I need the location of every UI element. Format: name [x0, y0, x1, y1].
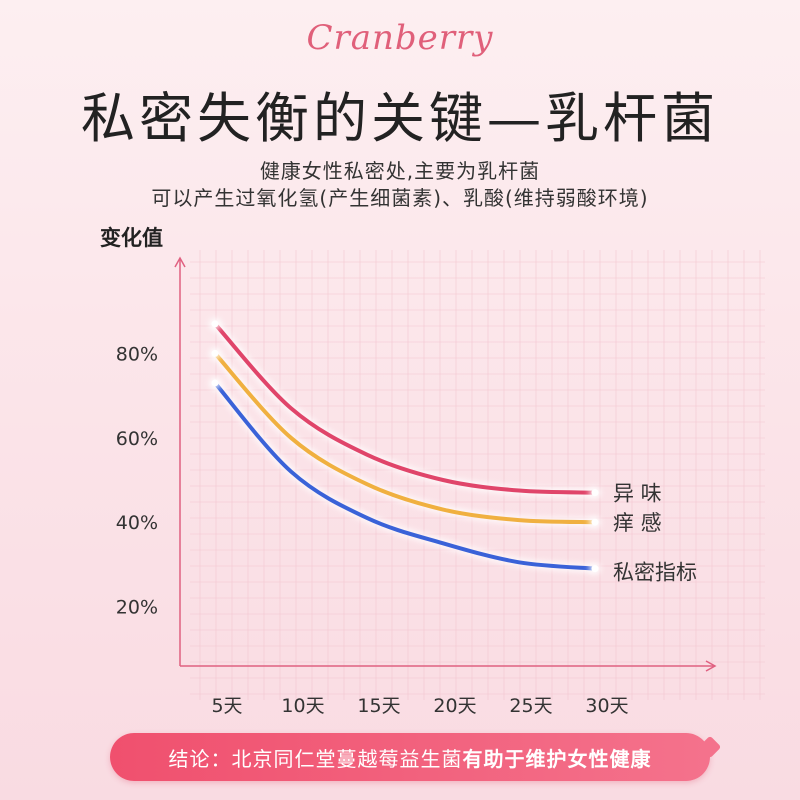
x-tick-label: 5天	[211, 695, 242, 717]
y-tick-label: 80%	[116, 343, 158, 365]
series-end-dot	[591, 518, 599, 526]
series-end-dot	[591, 565, 599, 573]
subtitle-line-2: 可以产生过氧化氢(产生细菌素)、乳酸(维持弱酸环境)	[151, 186, 649, 210]
y-axis-arrow	[174, 256, 186, 268]
page-title: 私密失衡的关键—乳杆菌	[81, 87, 719, 150]
series-end-dot	[211, 320, 219, 328]
x-tick-label: 10天	[281, 695, 324, 717]
x-tick-label: 25天	[509, 695, 552, 717]
y-tick-label: 60%	[116, 428, 158, 450]
series-label: 私密指标	[613, 561, 697, 585]
brand-logo: Cranberry	[306, 18, 494, 58]
conclusion-banner: 结论：北京同仁堂蔓越莓益生菌 有助于维护女性健康	[110, 733, 722, 781]
series-label: 异 味	[613, 482, 662, 506]
x-tick-label: 30天	[585, 695, 628, 717]
conclusion-prefix: 结论：北京同仁堂蔓越莓益生菌	[168, 746, 463, 771]
series-line	[213, 380, 597, 571]
x-axis-arrow	[705, 660, 717, 672]
series-glow	[211, 380, 596, 574]
x-tick-label: 20天	[433, 695, 476, 717]
series-end-dot	[211, 379, 219, 387]
series-end-dot	[591, 489, 599, 497]
y-tick-label: 40%	[116, 512, 158, 534]
y-tick-label: 20%	[116, 597, 158, 619]
y-axis-label: 变化值	[100, 226, 163, 250]
conclusion-highlight: 有助于维护女性健康	[462, 746, 652, 771]
series-line	[213, 321, 597, 495]
x-tick-label: 15天	[357, 695, 400, 717]
series-glow	[211, 320, 596, 498]
series-end-dot	[211, 349, 219, 357]
series-label: 痒 感	[613, 511, 662, 535]
series-line	[213, 351, 597, 525]
subtitle-line-1: 健康女性私密处,主要为乳杆菌	[259, 159, 541, 183]
